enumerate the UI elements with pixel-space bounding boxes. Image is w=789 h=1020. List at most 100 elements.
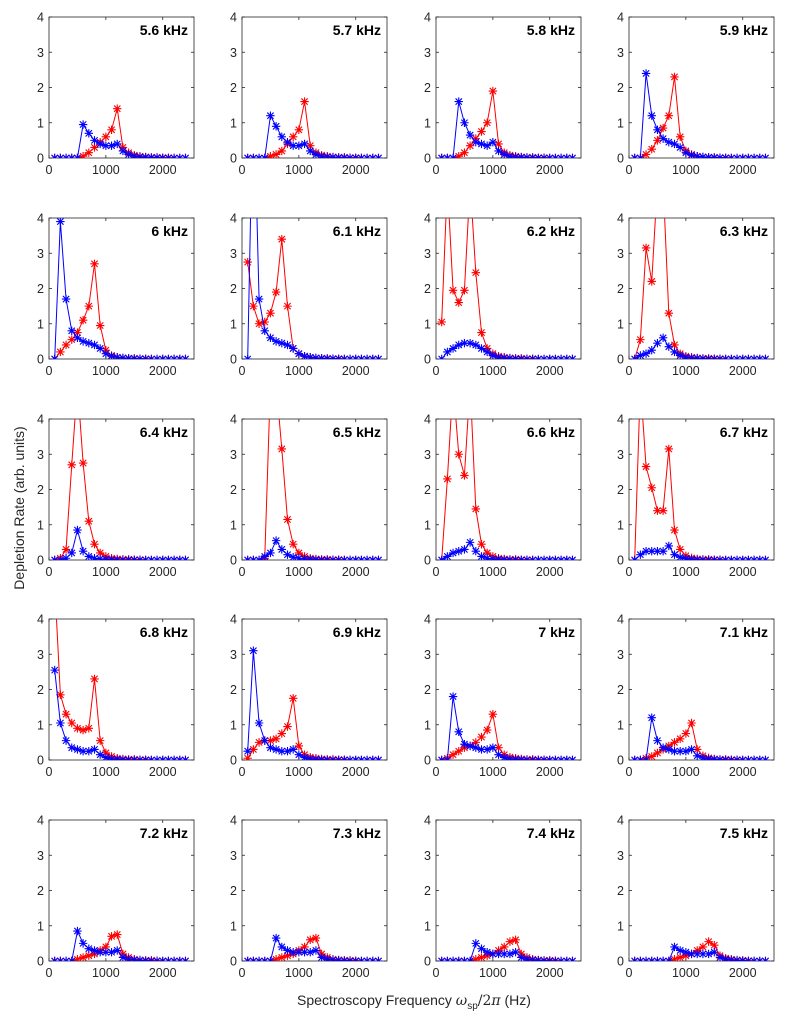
data-point-blue xyxy=(374,153,383,158)
data-point-red xyxy=(477,953,486,961)
data-point-blue xyxy=(664,137,674,147)
data-point-red xyxy=(78,458,88,468)
x-tick-label: 2000 xyxy=(342,364,370,378)
data-point-blue xyxy=(334,153,343,158)
data-point-blue xyxy=(522,153,532,158)
data-point-red xyxy=(84,301,94,311)
plot-area xyxy=(243,218,383,359)
x-tick-label: 1000 xyxy=(672,765,700,779)
data-point-blue xyxy=(288,344,298,353)
y-tick-label: 2 xyxy=(37,282,44,296)
data-point-blue xyxy=(670,550,679,559)
panel-title: 6.5 kHz xyxy=(333,424,381,440)
data-point-blue xyxy=(761,555,770,560)
data-point-blue xyxy=(306,146,315,156)
data-point-blue xyxy=(84,129,94,138)
data-point-red xyxy=(670,955,679,961)
data-point-blue xyxy=(675,143,685,152)
data-point-blue xyxy=(277,746,287,756)
data-point-blue xyxy=(95,750,105,759)
y-tick-label: 4 xyxy=(424,413,431,427)
data-point-blue xyxy=(95,554,105,560)
data-point-red xyxy=(306,935,315,945)
y-tick-label: 2 xyxy=(230,884,237,898)
data-point-blue xyxy=(101,349,111,358)
y-tick-label: 0 xyxy=(230,554,237,568)
data-point-blue xyxy=(448,548,458,558)
data-point-red xyxy=(477,732,486,742)
data-point-red xyxy=(271,287,281,297)
data-point-red xyxy=(647,752,656,760)
panel-14: 0 1 2 3 4 0 1000 2000 6.9 kHz xyxy=(230,613,388,779)
axes-frame xyxy=(435,16,582,159)
x-tick-label: 1000 xyxy=(479,565,507,579)
plot-area xyxy=(243,97,383,158)
data-point-blue xyxy=(84,746,94,756)
x-tick-label: 1000 xyxy=(479,966,507,980)
data-point-red xyxy=(653,748,662,758)
data-point-blue xyxy=(374,354,383,359)
data-point-blue xyxy=(101,947,111,957)
data-point-red xyxy=(288,539,298,549)
data-point-blue xyxy=(283,746,292,756)
data-point-red xyxy=(664,111,674,120)
data-point-blue xyxy=(107,754,116,760)
y-tick-label: 1 xyxy=(424,116,431,130)
data-point-blue xyxy=(271,745,281,754)
y-tick-label: 2 xyxy=(37,683,44,697)
data-point-blue xyxy=(698,152,708,158)
data-point-blue xyxy=(271,933,281,943)
data-point-blue xyxy=(90,136,99,145)
data-point-blue xyxy=(101,555,111,560)
y-tick-label: 0 xyxy=(424,554,431,568)
y-tick-label: 0 xyxy=(424,353,431,367)
data-point-blue xyxy=(568,153,577,158)
y-tick-label: 4 xyxy=(230,814,237,828)
data-point-red xyxy=(477,539,486,549)
panel-title: 7.1 kHz xyxy=(720,624,768,640)
axes-frame xyxy=(435,618,582,761)
data-point-blue xyxy=(328,955,338,961)
x-tick-label: 2000 xyxy=(342,565,370,579)
data-point-blue xyxy=(374,956,383,961)
data-point-blue xyxy=(471,340,481,350)
y-tick-label: 1 xyxy=(230,919,237,933)
x-tick-label: 0 xyxy=(46,364,53,378)
panel-13: 0 1 2 3 4 0 1000 2000 6.8 kHz xyxy=(37,613,195,779)
y-tick-label: 3 xyxy=(230,849,237,863)
y-tick-label: 3 xyxy=(424,849,431,863)
data-point-blue xyxy=(641,349,651,358)
data-point-blue xyxy=(340,956,349,961)
data-point-blue xyxy=(698,753,708,760)
data-point-blue xyxy=(636,351,645,359)
y-tick-label: 4 xyxy=(617,814,624,828)
data-point-blue xyxy=(135,152,145,158)
plot-area xyxy=(630,937,770,961)
data-point-blue xyxy=(306,754,315,760)
x-tick-label: 1000 xyxy=(479,765,507,779)
data-point-blue xyxy=(693,152,702,158)
data-point-blue xyxy=(84,338,94,348)
data-point-red xyxy=(460,471,469,480)
data-point-blue xyxy=(340,153,349,158)
panel-title: 6.3 kHz xyxy=(720,223,768,239)
data-point-red xyxy=(647,144,656,154)
data-point-blue xyxy=(664,745,674,754)
data-point-blue xyxy=(641,755,651,760)
plot-area xyxy=(50,218,190,359)
data-point-blue xyxy=(311,946,321,955)
data-point-red xyxy=(681,729,691,738)
y-tick-label: 4 xyxy=(37,613,44,627)
x-tick-label: 2000 xyxy=(149,163,177,177)
data-point-blue xyxy=(67,743,76,752)
data-point-blue xyxy=(266,743,275,752)
data-point-blue xyxy=(323,955,332,961)
plot-area xyxy=(50,104,190,158)
y-tick-label: 3 xyxy=(424,46,431,60)
data-point-blue xyxy=(306,353,315,359)
y-tick-label: 1 xyxy=(37,317,44,331)
data-point-blue xyxy=(277,545,287,554)
data-point-blue xyxy=(500,353,509,359)
y-tick-label: 2 xyxy=(424,81,431,95)
data-point-blue xyxy=(647,713,656,722)
